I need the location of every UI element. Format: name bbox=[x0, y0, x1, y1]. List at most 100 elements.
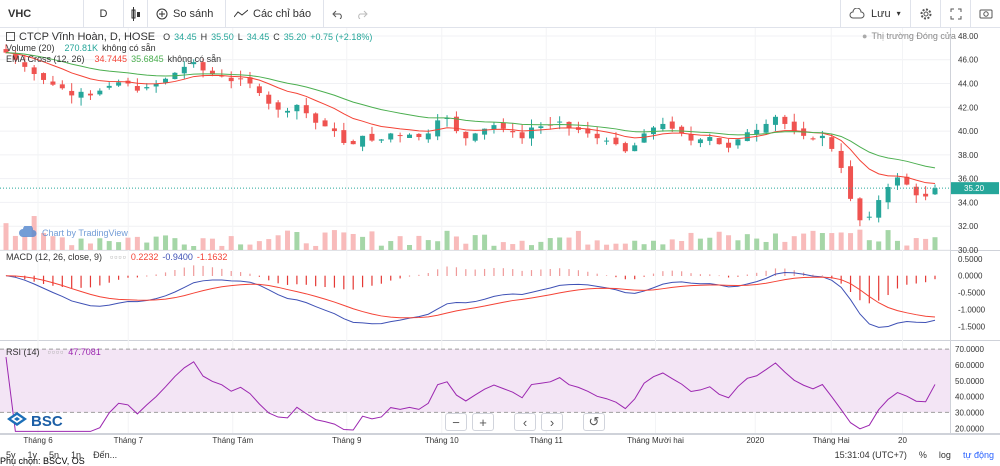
snapshot-button[interactable] bbox=[970, 0, 1000, 27]
macd-hist-bar bbox=[221, 269, 222, 276]
macd-hist-bar bbox=[512, 269, 513, 276]
candle bbox=[407, 135, 412, 138]
high-value: 35.50 bbox=[211, 32, 234, 42]
candle bbox=[745, 132, 750, 141]
macd-hist-bar bbox=[728, 276, 729, 278]
open-label: O bbox=[163, 32, 170, 42]
volume-bar bbox=[670, 239, 675, 250]
goto-date[interactable]: Đến... bbox=[87, 450, 123, 460]
macd-hist-bar bbox=[475, 270, 476, 276]
macd-hist-bar bbox=[137, 276, 138, 278]
chart-canvas[interactable]: 48.0046.0044.0042.0040.0038.0036.0034.00… bbox=[0, 28, 1000, 460]
redo-button[interactable] bbox=[350, 0, 376, 27]
candle bbox=[294, 105, 299, 111]
macd-hist-bar bbox=[202, 266, 203, 276]
candle bbox=[735, 139, 740, 145]
macd-hist-bar bbox=[822, 275, 823, 276]
macd-hist-bar bbox=[897, 276, 898, 289]
save-button[interactable]: Lưu ▾ bbox=[840, 0, 910, 27]
macd-hist-bar bbox=[334, 276, 335, 288]
macd-hist-bar bbox=[409, 276, 410, 277]
candle bbox=[660, 124, 665, 129]
compare-button[interactable]: So sánh bbox=[148, 0, 226, 27]
undo-button[interactable] bbox=[324, 0, 350, 27]
macd-hist-bar bbox=[465, 269, 466, 276]
cloud-logo-icon bbox=[18, 226, 38, 240]
percent-toggle[interactable]: % bbox=[913, 450, 933, 460]
candle bbox=[473, 133, 478, 140]
volume-bar bbox=[4, 223, 9, 250]
reset-chart-button[interactable]: ↺ bbox=[583, 413, 605, 431]
volume-bar bbox=[463, 244, 468, 250]
macd-hist-bar bbox=[287, 276, 288, 285]
indicators-button[interactable]: Các chỉ báo bbox=[226, 0, 324, 27]
auto-toggle[interactable]: tự động bbox=[957, 450, 1000, 460]
volume-bar bbox=[933, 237, 938, 250]
volume-bar bbox=[820, 233, 825, 250]
macd-hist-bar bbox=[127, 276, 128, 278]
macd-hist-bar bbox=[231, 271, 232, 276]
ema-fast-value: 34.7445 bbox=[95, 54, 128, 64]
macd-hist-bar bbox=[906, 276, 907, 285]
chart-style-button[interactable] bbox=[124, 0, 148, 27]
plus-icon: + bbox=[479, 415, 487, 430]
volume-bar bbox=[79, 239, 84, 250]
candle bbox=[848, 166, 853, 199]
macd-settings-icons[interactable]: ▫▫▫▫ bbox=[110, 252, 127, 262]
ema-na: không có sẵn bbox=[168, 54, 222, 64]
macd-hist-bar bbox=[747, 274, 748, 276]
macd-hist-bar bbox=[606, 275, 607, 276]
volume-name: Volume (20) bbox=[6, 43, 55, 53]
open-value: 34.45 bbox=[174, 32, 197, 42]
volume-bar bbox=[398, 236, 403, 250]
log-toggle[interactable]: log bbox=[933, 450, 957, 460]
change-value: +0.75 (+2.18%) bbox=[310, 32, 372, 42]
indicators-label: Các chỉ báo bbox=[253, 8, 311, 20]
signal-line bbox=[6, 276, 935, 318]
macd-hist-bar bbox=[90, 276, 91, 288]
volume-bar bbox=[210, 239, 215, 250]
settings-button[interactable] bbox=[910, 0, 940, 27]
fullscreen-button[interactable] bbox=[940, 0, 970, 27]
tradingview-watermark[interactable]: Chart by TradingView bbox=[18, 226, 128, 240]
candle bbox=[435, 120, 440, 136]
volume-bar bbox=[323, 233, 328, 250]
volume-bar bbox=[369, 231, 374, 250]
volume-bar bbox=[604, 245, 609, 250]
compare-plus-icon bbox=[156, 8, 168, 20]
volume-bar bbox=[660, 244, 665, 250]
volume-bar bbox=[201, 238, 206, 250]
scroll-right-button[interactable]: › bbox=[541, 413, 563, 431]
candle bbox=[717, 138, 722, 144]
candle bbox=[867, 217, 872, 218]
macd-tick-label: -1.5000 bbox=[958, 322, 986, 331]
zoom-out-button[interactable]: − bbox=[445, 413, 467, 431]
macd-hist-bar bbox=[859, 276, 860, 301]
macd-hist-bar bbox=[184, 268, 185, 276]
rsi-tick-label: 30.0000 bbox=[955, 408, 984, 417]
rsi-settings-icons[interactable]: ▫▫▫▫ bbox=[48, 347, 65, 357]
high-label: H bbox=[201, 32, 208, 42]
macd-hist-bar bbox=[878, 276, 879, 301]
price-tick-label: 38.00 bbox=[958, 151, 979, 160]
rsi-tick-label: 60.0000 bbox=[955, 361, 984, 370]
market-status-label: Thị trường Đóng cửa bbox=[871, 31, 956, 41]
macd-hist-bar bbox=[324, 276, 325, 287]
macd-hist-bar bbox=[71, 276, 72, 289]
volume-bar bbox=[538, 242, 543, 250]
macd-hist-bar bbox=[52, 276, 53, 286]
volume-bar bbox=[520, 241, 525, 250]
macd-hist-bar bbox=[522, 271, 523, 276]
volume-bar bbox=[679, 241, 684, 250]
volume-bar bbox=[642, 244, 647, 250]
candle bbox=[135, 86, 140, 91]
interval-button[interactable]: D bbox=[84, 0, 124, 27]
clock-time[interactable]: 15:31:04 (UTC+7) bbox=[829, 450, 913, 460]
scroll-left-button[interactable]: ‹ bbox=[514, 413, 536, 431]
zoom-in-button[interactable]: + bbox=[472, 413, 494, 431]
watermark-label: Chart by TradingView bbox=[42, 228, 128, 238]
symbol-search[interactable]: VHC bbox=[0, 0, 84, 27]
signal-value: -0.9400 bbox=[162, 252, 193, 262]
macd-hist-bar bbox=[934, 276, 935, 280]
